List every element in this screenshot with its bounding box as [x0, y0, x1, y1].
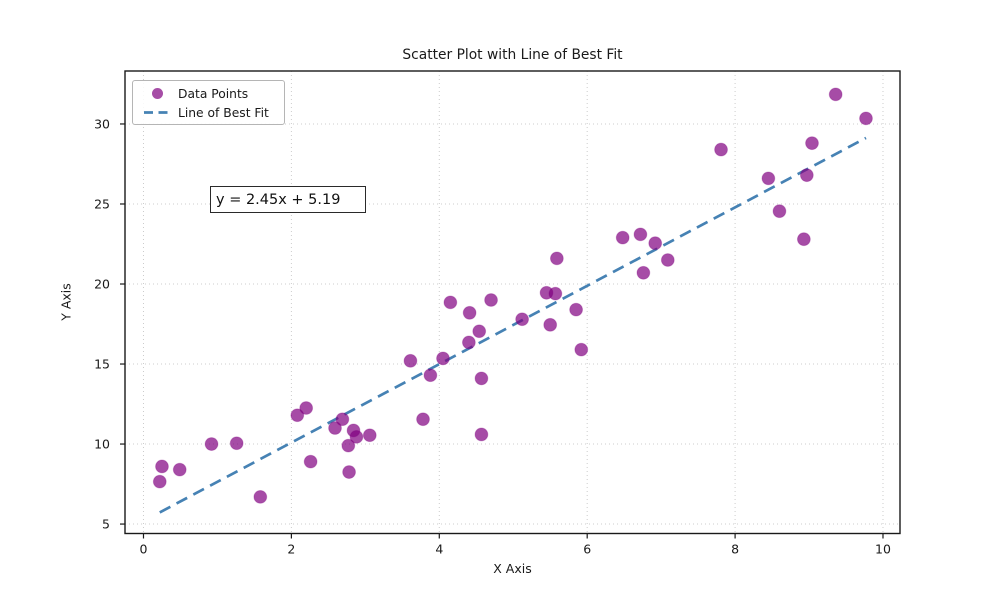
y-tick-label: 5	[102, 516, 110, 531]
scatter-point	[423, 368, 438, 383]
scatter-points-layer	[152, 87, 873, 504]
scatter-point	[303, 454, 318, 469]
scatter-point	[172, 462, 187, 477]
scatter-point	[543, 317, 558, 332]
scatter-point	[335, 412, 350, 427]
x-tick-label: 0	[140, 542, 148, 557]
y-tick-label: 15	[94, 356, 110, 371]
scatter-point	[342, 465, 356, 479]
scatter-point	[796, 232, 811, 247]
y-tick-label: 25	[94, 196, 110, 211]
scatter-point	[472, 324, 487, 339]
scatter-point	[204, 437, 219, 451]
scatter-point	[341, 438, 356, 453]
scatter-point	[574, 342, 589, 357]
scatter-point	[714, 142, 728, 157]
scatter-point	[328, 421, 342, 435]
legend: Data Points Line of Best Fit	[132, 80, 285, 125]
chart-title: Scatter Plot with Line of Best Fit	[402, 47, 623, 63]
x-tick-label: 2	[287, 542, 295, 557]
scatter-point	[349, 429, 364, 444]
legend-item-data-points: Data Points	[133, 84, 284, 103]
scatter-point	[462, 305, 477, 320]
x-axis-label: X Axis	[493, 561, 532, 576]
scatter-point	[474, 427, 489, 442]
y-tick-label: 20	[94, 276, 110, 291]
scatter-point	[290, 408, 305, 423]
y-axis-label: Y Axis	[58, 283, 74, 321]
scatter-point	[828, 87, 843, 102]
scatter-point	[772, 204, 787, 219]
legend-label-fit-line: Line of Best Fit	[178, 105, 269, 120]
scatter-point	[636, 265, 651, 280]
legend-item-fit-line: Line of Best Fit	[133, 103, 284, 122]
scatter-point	[805, 136, 819, 151]
scatter-point	[416, 412, 430, 427]
scatter-point	[761, 171, 776, 186]
scatter-point	[515, 312, 530, 327]
plot-border	[124, 70, 901, 535]
scatter-point	[299, 401, 314, 415]
scatter-point	[474, 371, 489, 386]
legend-dash-marker-icon	[142, 110, 172, 115]
scatter-point	[484, 293, 498, 307]
equation-annotation: y = 2.45x + 5.19	[210, 186, 366, 213]
scatter-point	[362, 428, 377, 443]
scatter-point	[633, 227, 648, 242]
y-tick-label: 30	[94, 116, 110, 131]
scatter-point	[648, 236, 663, 251]
best-fit-line-layer	[159, 136, 867, 514]
scatter-point	[443, 295, 458, 310]
scatter-point	[548, 286, 563, 301]
scatter-point	[615, 230, 630, 245]
scatter-point	[549, 251, 564, 266]
scatter-point	[155, 459, 169, 474]
scatter-point	[403, 353, 418, 368]
x-tick-label: 6	[583, 542, 591, 557]
scatter-point	[436, 351, 450, 366]
scatter-point	[461, 335, 476, 350]
axes-layer	[120, 70, 901, 539]
scatter-point	[229, 436, 244, 451]
scatter-point	[859, 111, 873, 126]
legend-label-data-points: Data Points	[178, 86, 249, 101]
scatter-point	[569, 302, 583, 317]
scatter-point	[253, 489, 268, 504]
scatter-point	[660, 253, 675, 267]
best-fit-line	[159, 136, 867, 514]
y-tick-label: 10	[94, 436, 110, 451]
scatter-point	[152, 474, 167, 489]
x-tick-label: 4	[435, 542, 443, 557]
x-tick-label: 10	[875, 542, 891, 557]
x-tick-label: 8	[731, 542, 739, 557]
tick-labels-layer: 0 2 4 6 8 10 5 10 15 20 25 30	[94, 116, 891, 556]
scatter-point	[799, 168, 814, 183]
legend-scatter-marker-icon	[142, 88, 172, 99]
gridlines	[125, 71, 900, 534]
